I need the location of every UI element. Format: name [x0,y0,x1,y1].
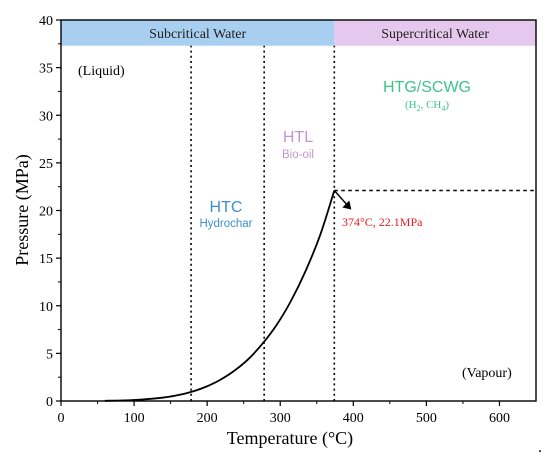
region-band-1 [334,20,536,46]
arrow-head [342,200,352,210]
y-tick-label: 0 [46,395,53,410]
y-axis-label: Pressure (MPa) [12,154,33,265]
region-band-0 [61,20,335,46]
y-tick-label: 35 [39,62,53,77]
saturation-curve [104,190,336,402]
y-tick-label: 30 [39,109,53,124]
x-tick-label: 200 [197,411,218,426]
arrow-shaft [333,190,348,206]
axes [60,19,537,402]
trailing-mark: . [538,439,542,456]
region-band-label-1: Supercritical Water [381,27,489,42]
x-tick-label: 500 [416,411,437,426]
region-bands: Subcritical Water Supercritical Water [61,20,536,46]
plot-frame [60,19,537,402]
x-tick-label: 0 [58,411,65,426]
htc-sub-label: Hydrochar [199,218,252,230]
htc-label: HTC [210,199,243,216]
guide-lines [190,45,536,401]
x-tick-label: 300 [270,411,291,426]
x-tick-label: 400 [343,411,364,426]
htg-label: HTG/SCWG [383,79,471,96]
curve-path-0 [104,190,336,402]
htl-label: HTL [283,129,313,146]
vapour-annotation: (Vapour) [462,366,512,381]
htl-sub-label: Bio-oil [282,149,314,161]
x-tick-label: 600 [489,411,510,426]
y-tick-label: 10 [39,300,53,315]
y-tick-label: 5 [46,347,53,362]
critical-point-label: 374°C, 22.1MPa [342,215,423,229]
y-tick-label: 40 [39,14,53,29]
tick-labels: 0 100 200 300 400 500 600 0 5 10 15 20 25 30 35 40 [39,14,510,426]
y-tick-label: 20 [39,205,53,220]
region-band-label-0: Subcritical Water [149,27,246,42]
liquid-annotation: (Liquid) [78,64,125,79]
htg-sub-label: (H2, CH4) [405,99,449,113]
x-axis-label: Temperature (°C) [227,428,353,449]
y-tick-label: 15 [39,252,53,267]
y-tick-label: 25 [39,157,53,172]
critical-point-arrow [333,190,352,210]
x-tick-label: 100 [124,411,145,426]
